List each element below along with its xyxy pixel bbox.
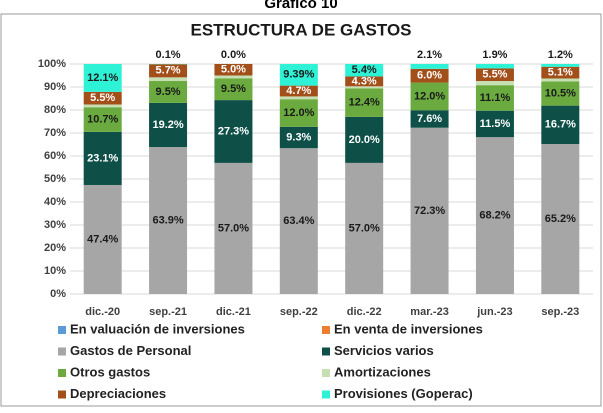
data-label: 10.7% bbox=[87, 113, 118, 125]
data-label: 72.3% bbox=[414, 205, 445, 217]
chart-header: Gráfico 10 bbox=[264, 0, 337, 12]
legend-swatch bbox=[58, 391, 66, 399]
data-label: 12.1% bbox=[87, 72, 118, 84]
data-label: 9.3% bbox=[286, 131, 311, 143]
data-label: 47.4% bbox=[87, 233, 118, 245]
x-tick-label: mar.-23 bbox=[410, 306, 449, 318]
data-label: 1.9% bbox=[482, 49, 507, 61]
legend-swatch bbox=[322, 369, 330, 377]
x-tick-label: jun.-23 bbox=[476, 306, 512, 318]
legend-label: Provisiones (Goperac) bbox=[334, 386, 473, 401]
data-label: 27.3% bbox=[218, 125, 249, 137]
legend-label: Amortizaciones bbox=[334, 364, 431, 379]
legend-swatch bbox=[322, 348, 330, 356]
x-tick-label: sep.-21 bbox=[149, 306, 187, 318]
bar-segment bbox=[476, 81, 514, 85]
data-label: 63.9% bbox=[152, 214, 183, 226]
data-label: 5.7% bbox=[156, 65, 181, 77]
y-tick-label: 80% bbox=[44, 104, 66, 116]
legend-swatch bbox=[322, 391, 330, 399]
y-tick-label: 70% bbox=[44, 127, 66, 139]
legend-label: Gastos de Personal bbox=[70, 343, 191, 358]
bar-segment bbox=[214, 76, 252, 79]
data-label: 5.4% bbox=[352, 64, 377, 76]
data-label: 12.0% bbox=[283, 107, 314, 119]
legend-swatch bbox=[58, 326, 66, 334]
y-tick-label: 0% bbox=[50, 288, 66, 300]
legend-label: Depreciaciones bbox=[70, 386, 166, 401]
data-label: 20.0% bbox=[349, 134, 380, 146]
y-tick-label: 10% bbox=[44, 265, 66, 277]
legend-label: En valuación de inversiones bbox=[70, 321, 245, 336]
x-tick-label: dic.-21 bbox=[216, 306, 251, 318]
data-label: 10.5% bbox=[545, 87, 576, 99]
x-tick-label: dic.-20 bbox=[85, 306, 120, 318]
data-label: 57.0% bbox=[218, 222, 249, 234]
data-label: 7.6% bbox=[417, 113, 442, 125]
x-tick-label: sep.-23 bbox=[541, 306, 579, 318]
data-label: 23.1% bbox=[87, 152, 118, 164]
data-label: 2.1% bbox=[417, 49, 442, 61]
data-label: 12.4% bbox=[349, 97, 380, 109]
data-label: 4.3% bbox=[352, 75, 377, 87]
data-label: 9.5% bbox=[221, 83, 246, 95]
y-tick-label: 20% bbox=[44, 242, 66, 254]
data-label: 19.2% bbox=[152, 119, 183, 131]
data-label: 11.5% bbox=[480, 118, 511, 130]
legend-swatch bbox=[58, 369, 66, 377]
y-tick-label: 40% bbox=[44, 196, 66, 208]
data-label: 0.0% bbox=[221, 49, 246, 61]
data-label: 68.2% bbox=[479, 209, 510, 221]
data-label: 9.5% bbox=[156, 86, 181, 98]
x-tick-label: dic.-22 bbox=[347, 306, 382, 318]
y-tick-label: 60% bbox=[44, 150, 66, 162]
data-label: 0.1% bbox=[156, 49, 181, 61]
legend-label: Servicios varios bbox=[334, 343, 434, 358]
bar-segment bbox=[541, 78, 579, 81]
data-label: 9.39% bbox=[283, 69, 314, 81]
chart-title: ESTRUCTURA DE GASTOS bbox=[190, 20, 411, 39]
data-label: 5.5% bbox=[90, 92, 115, 104]
bar-segment bbox=[411, 64, 449, 69]
bar-segment bbox=[84, 104, 122, 107]
x-tick-label: sep.-22 bbox=[280, 306, 318, 318]
y-tick-label: 30% bbox=[44, 219, 66, 231]
data-label: 1.2% bbox=[548, 49, 573, 61]
data-label: 5.5% bbox=[482, 69, 507, 81]
bar-segment bbox=[149, 77, 187, 81]
legend-label: Otros gastos bbox=[70, 364, 150, 379]
data-label: 4.7% bbox=[286, 85, 311, 97]
y-tick-label: 100% bbox=[38, 58, 66, 70]
legend-swatch bbox=[58, 348, 66, 356]
y-tick-label: 90% bbox=[44, 81, 66, 93]
data-label: 65.2% bbox=[545, 213, 576, 225]
legend-swatch bbox=[322, 326, 330, 334]
data-label: 63.4% bbox=[283, 215, 314, 227]
legend-label: En venta de inversiones bbox=[334, 321, 483, 336]
y-tick-label: 50% bbox=[44, 173, 66, 185]
data-label: 12.0% bbox=[414, 90, 445, 102]
data-label: 57.0% bbox=[349, 222, 380, 234]
bar-segment bbox=[541, 64, 579, 67]
data-label: 5.1% bbox=[548, 67, 573, 79]
data-label: 6.0% bbox=[417, 70, 442, 82]
data-label: 11.1% bbox=[480, 92, 511, 104]
data-label: 16.7% bbox=[545, 119, 576, 131]
data-label: 5.0% bbox=[221, 64, 246, 76]
bar-segment bbox=[476, 64, 514, 68]
